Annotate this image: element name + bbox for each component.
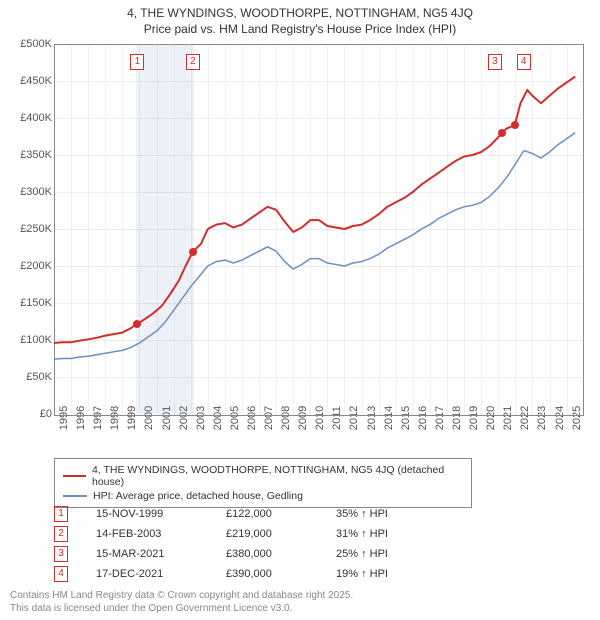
title-block: 4, THE WYNDINGS, WOODTHORPE, NOTTINGHAM,… — [0, 0, 600, 37]
legend-row-1: HPI: Average price, detached house, Gedl… — [63, 489, 463, 503]
ytick-label: £150K — [4, 297, 52, 309]
sale-pct: 19% ↑ HPI — [336, 568, 446, 580]
legend-box: 4, THE WYNDINGS, WOODTHORPE, NOTTINGHAM,… — [54, 458, 472, 508]
marker-dot-4 — [511, 121, 519, 129]
footer-line-1: Contains HM Land Registry data © Crown c… — [10, 590, 353, 603]
sale-date: 15-NOV-1999 — [96, 508, 226, 520]
title-line-1: 4, THE WYNDINGS, WOODTHORPE, NOTTINGHAM,… — [0, 6, 600, 22]
ytick-label: £0 — [4, 408, 52, 420]
sale-marker: 3 — [54, 546, 68, 562]
plot-svg — [54, 44, 582, 414]
sale-pct: 31% ↑ HPI — [336, 528, 446, 540]
marker-label-4: 4 — [517, 54, 531, 70]
sale-pct: 25% ↑ HPI — [336, 548, 446, 560]
sale-marker: 2 — [54, 526, 68, 542]
sale-date: 14-FEB-2003 — [96, 528, 226, 540]
marker-label-3: 3 — [488, 54, 502, 70]
legend-label-0: 4, THE WYNDINGS, WOODTHORPE, NOTTINGHAM,… — [92, 464, 463, 488]
marker-dot-1 — [133, 320, 141, 328]
legend-swatch-0 — [63, 475, 86, 477]
sale-price: £219,000 — [226, 528, 336, 540]
sale-row: 3 15-MAR-2021£380,00025% ↑ HPI — [54, 544, 446, 564]
sale-date: 15-MAR-2021 — [96, 548, 226, 560]
title-line-2: Price paid vs. HM Land Registry's House … — [0, 22, 600, 38]
sale-table: 1 15-NOV-1999£122,00035% ↑ HPI 2 14-FEB-200… — [54, 504, 446, 584]
sale-row: 4 17-DEC-2021£390,00019% ↑ HPI — [54, 564, 446, 584]
chart-container: 4, THE WYNDINGS, WOODTHORPE, NOTTINGHAM,… — [0, 0, 600, 620]
ytick-label: £400K — [4, 112, 52, 124]
sale-price: £122,000 — [226, 508, 336, 520]
ytick-label: £250K — [4, 223, 52, 235]
sale-price: £380,000 — [226, 548, 336, 560]
marker-label-2: 2 — [186, 54, 200, 70]
sale-date: 17-DEC-2021 — [96, 568, 226, 580]
ytick-label: £200K — [4, 260, 52, 272]
ytick-label: £500K — [4, 38, 52, 50]
ytick-label: £350K — [4, 149, 52, 161]
legend-row-0: 4, THE WYNDINGS, WOODTHORPE, NOTTINGHAM,… — [63, 463, 463, 489]
ytick-label: £50K — [4, 371, 52, 383]
series-property — [54, 77, 575, 343]
ytick-label: £300K — [4, 186, 52, 198]
legend-label-1: HPI: Average price, detached house, Gedl… — [93, 490, 303, 502]
sale-row: 1 15-NOV-1999£122,00035% ↑ HPI — [54, 504, 446, 524]
sale-marker: 1 — [54, 506, 68, 522]
sale-price: £390,000 — [226, 568, 336, 580]
marker-dot-3 — [498, 129, 506, 137]
series-hpi — [54, 133, 575, 359]
sale-pct: 35% ↑ HPI — [336, 508, 446, 520]
sale-marker: 4 — [54, 566, 68, 582]
legend-swatch-1 — [63, 495, 87, 497]
marker-label-1: 1 — [130, 54, 144, 70]
footer-line-2: This data is licensed under the Open Gov… — [10, 603, 353, 616]
ytick-label: £450K — [4, 75, 52, 87]
sale-row: 2 14-FEB-2003£219,00031% ↑ HPI — [54, 524, 446, 544]
marker-dot-2 — [189, 248, 197, 256]
footer: Contains HM Land Registry data © Crown c… — [10, 590, 353, 615]
ytick-label: £100K — [4, 334, 52, 346]
